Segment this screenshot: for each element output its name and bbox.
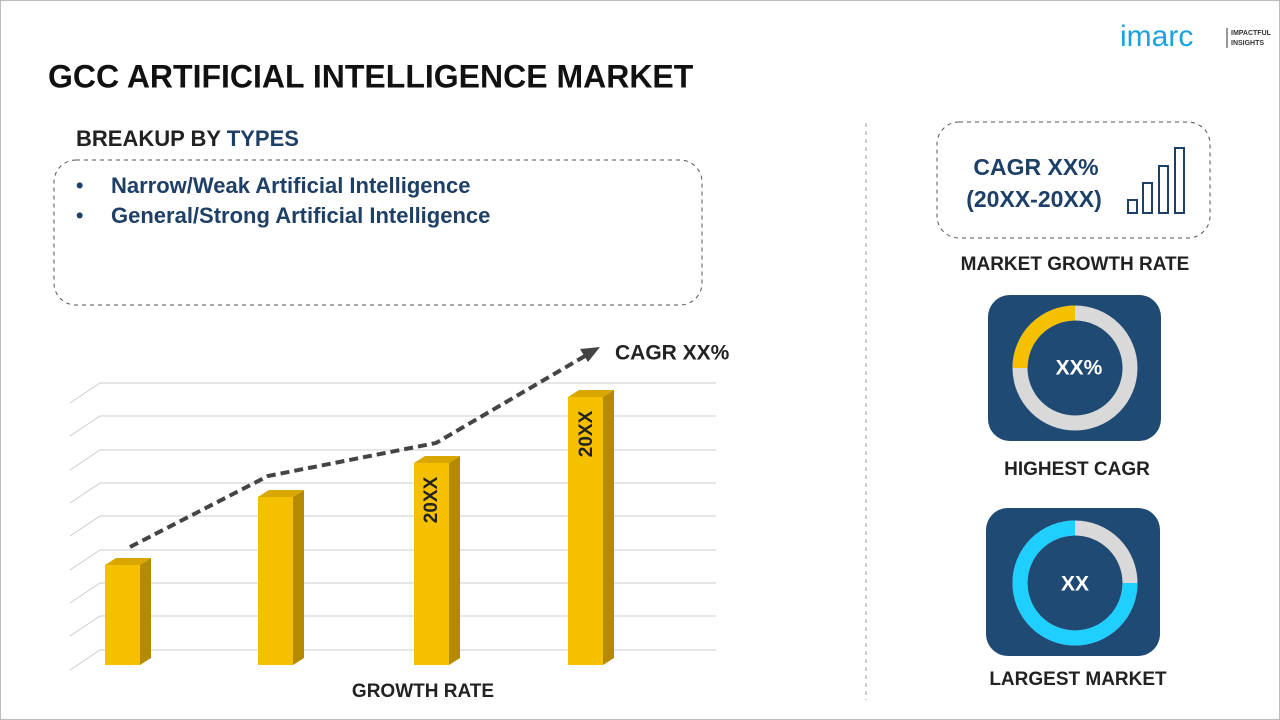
- donut-arc: [1012, 520, 1138, 646]
- bars: [105, 390, 614, 665]
- bar-top: [568, 390, 614, 397]
- bar: [258, 497, 293, 665]
- heading-highlight: TYPES: [227, 126, 299, 151]
- bar-side: [293, 490, 304, 665]
- trend-arrow: [580, 347, 600, 362]
- bar-side: [603, 390, 614, 665]
- bullet: •: [76, 175, 83, 198]
- growth-icon: [1127, 147, 1185, 214]
- heading-prefix: BREAKUP BY: [76, 126, 221, 151]
- breakup-item: General/Strong Artificial Intelligence: [111, 203, 490, 228]
- trend-line: [129, 354, 587, 549]
- bar-top: [414, 456, 460, 463]
- bar-top: [105, 558, 151, 565]
- growth-period: (20XX-20XX): [966, 186, 1102, 212]
- page-title: GCC ARTIFICIAL INTELLIGENCE MARKET: [48, 58, 694, 94]
- highest-value: XX%: [1056, 357, 1103, 380]
- bar: [568, 397, 603, 665]
- trend-label: CAGR XX%: [615, 342, 730, 365]
- bar-label: 20XX: [421, 476, 442, 523]
- card-label: MARKET GROWTH RATE: [961, 254, 1190, 275]
- breakup-box: [53, 159, 703, 306]
- breakup-heading: BREAKUP BY TYPES: [76, 126, 299, 151]
- bar: [414, 463, 449, 665]
- bar-side: [449, 456, 460, 665]
- largest-value: XX: [1061, 573, 1089, 596]
- breakup-item: Narrow/Weak Artificial Intelligence: [111, 173, 470, 198]
- bar-side: [140, 558, 151, 665]
- card-label: LARGEST MARKET: [989, 669, 1167, 690]
- bar-label: 20XX: [576, 410, 597, 457]
- donut-arc: [1012, 305, 1076, 369]
- logo-tagline: INSIGHTS: [1231, 40, 1264, 47]
- axis-label: GROWTH RATE: [352, 681, 494, 702]
- card-label: HIGHEST CAGR: [1004, 459, 1150, 480]
- bar-top: [258, 490, 304, 497]
- logo: imarc: [1120, 20, 1193, 53]
- bullet: •: [76, 205, 83, 228]
- bar: [105, 565, 140, 665]
- growth-value: CAGR XX%: [973, 154, 1098, 180]
- logo-tagline: IMPACTFUL: [1231, 30, 1272, 37]
- growth-card: [936, 121, 1211, 239]
